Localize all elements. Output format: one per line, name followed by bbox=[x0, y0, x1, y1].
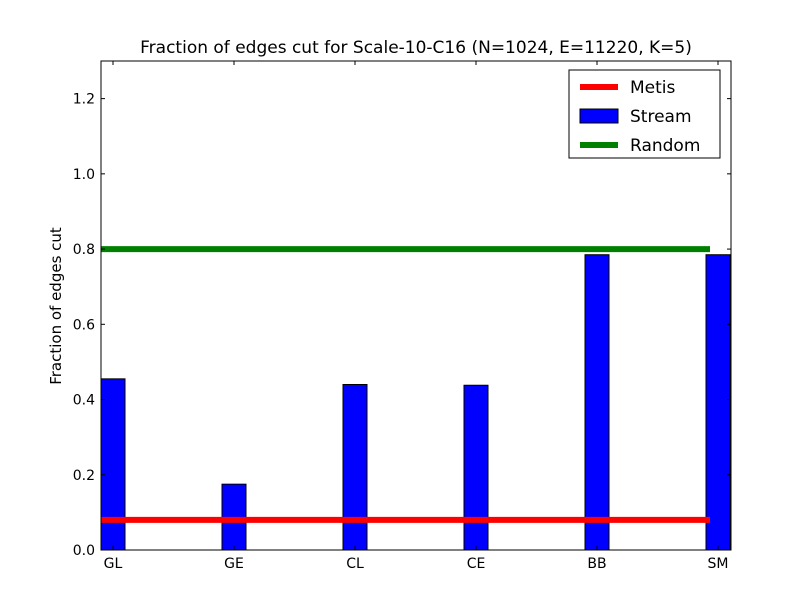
legend-label-stream: Stream bbox=[630, 107, 692, 127]
chart-title: Fraction of edges cut for Scale-10-C16 (… bbox=[140, 38, 692, 58]
x-tick-label-gl: GL bbox=[104, 556, 123, 572]
bar-cl bbox=[342, 383, 368, 551]
y-tick-label: 0.8 bbox=[73, 242, 95, 258]
y-tick-label: 0.6 bbox=[73, 317, 95, 333]
legend-label-metis: Metis bbox=[630, 78, 676, 98]
y-tick-label: 0.0 bbox=[73, 543, 95, 559]
bar-sm bbox=[705, 254, 731, 551]
bar-ce bbox=[463, 384, 489, 551]
y-tick-label: 0.2 bbox=[73, 468, 95, 484]
y-tick-label: 1.2 bbox=[73, 92, 95, 108]
y-tick-label: 0.4 bbox=[73, 393, 95, 409]
x-tick-label-bb: BB bbox=[587, 556, 606, 572]
legend-label-random: Random bbox=[630, 136, 700, 156]
bar-bb bbox=[584, 254, 610, 551]
y-axis-label: Fraction of edges cut bbox=[47, 227, 65, 385]
y-tick-label: 1.0 bbox=[73, 167, 95, 183]
plot-frame bbox=[100, 60, 732, 551]
legend-swatch-stream bbox=[579, 108, 619, 124]
x-tick-label-cl: CL bbox=[346, 556, 364, 572]
x-tick-label-ce: CE bbox=[467, 556, 486, 572]
x-tick-label-ge: GE bbox=[224, 556, 244, 572]
x-tick-label-sm: SM bbox=[708, 556, 729, 572]
bar-gl bbox=[100, 378, 126, 551]
